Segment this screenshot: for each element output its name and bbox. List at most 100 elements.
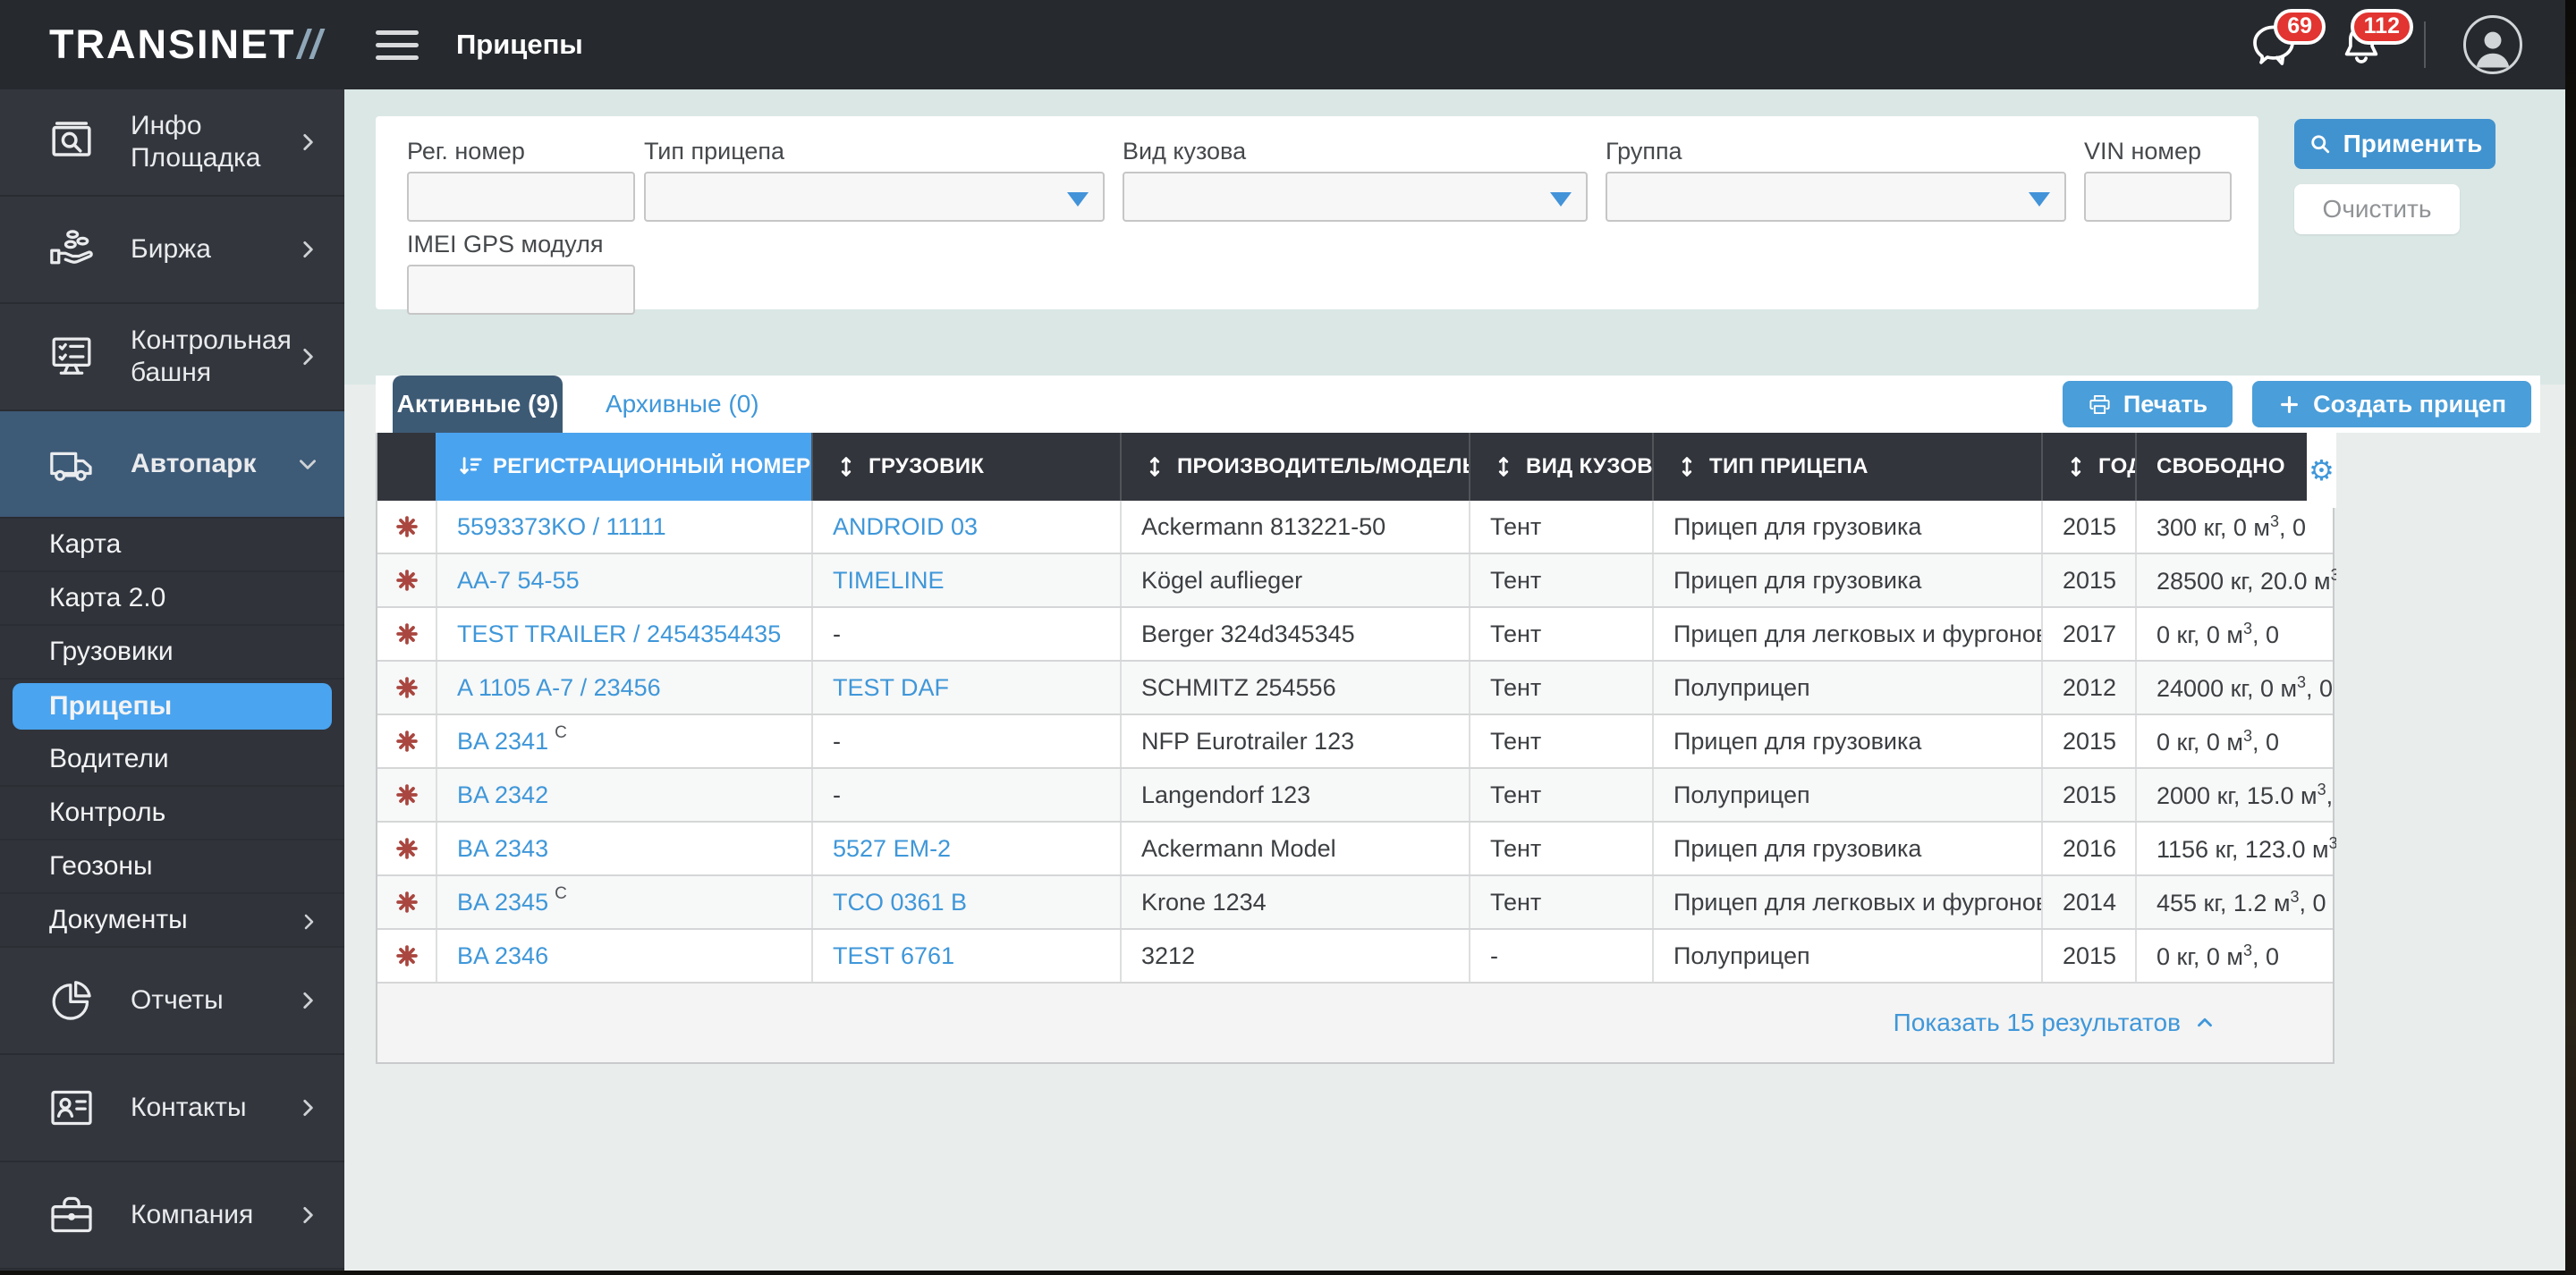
chevron-right-icon — [296, 1203, 319, 1227]
apply-button[interactable]: Применить — [2294, 119, 2496, 169]
registration-number-link[interactable]: BA 2342 — [457, 781, 549, 808]
truck-link[interactable]: TEST 6761 — [833, 941, 955, 969]
truck-link[interactable]: 5527 EM-2 — [833, 834, 952, 862]
column-header-reg[interactable]: РЕГИСТРАЦИОННЫЙ НОМЕР — [436, 433, 811, 501]
body-type-value: Тент — [1490, 673, 1542, 701]
registration-number-link[interactable]: BA 2343 — [457, 834, 549, 862]
reg-cell: 5593373KO / 11111 — [436, 501, 811, 553]
body-type-value: Тент — [1490, 727, 1542, 755]
trailer-type-select[interactable] — [644, 172, 1105, 222]
trailer-type-value: Прицеп для грузовика — [1674, 727, 1922, 755]
status-cell — [377, 554, 436, 606]
truck-link[interactable]: TCO 0361 B — [833, 888, 968, 916]
sidebar-subitem-documents[interactable]: Документы — [0, 894, 344, 948]
desktop-backdrop — [2565, 0, 2576, 1275]
truck-link[interactable]: ANDROID 03 — [833, 512, 979, 540]
registration-number-link[interactable]: AA-7 54-55 — [457, 566, 580, 594]
maker-cell: NFP Eurotrailer 123 — [1120, 715, 1469, 767]
reg-cell: AA-7 54-55 — [436, 554, 811, 606]
body-type-cell: Тент — [1469, 608, 1652, 660]
truck-link[interactable]: TEST DAF — [833, 673, 950, 701]
year-cell: 2014 — [2041, 876, 2135, 928]
sidebar-subitem-map-2-0[interactable]: Карта 2.0 — [0, 572, 344, 626]
cubic-superscript: 3 — [2270, 511, 2280, 530]
column-header-free[interactable]: СВОБОДНО — [2135, 433, 2307, 501]
sidebar-subitem-control[interactable]: Контроль — [0, 787, 344, 840]
column-header-type[interactable]: ТИП ПРИЦЕПА — [1652, 433, 2041, 501]
topbar-right: 69 112 — [2249, 9, 2565, 74]
registration-number-link[interactable]: BA 2345 — [457, 888, 549, 916]
trailer-type-value: Прицеп для грузовика — [1674, 834, 1922, 862]
year-cell: 2015 — [2041, 715, 2135, 767]
sidebar-item-info-board[interactable]: Инфо Площадка — [0, 89, 344, 197]
filter-panel: Рег. номер Тип прицепа Вид кузова Группа VIN… — [376, 116, 2258, 315]
free-capacity-value: 28500 кг, 20.0 м3, 0 — [2157, 566, 2336, 595]
chevron-up-icon — [2198, 1017, 2212, 1027]
registration-number-link[interactable]: 5593373KO / 11111 — [457, 512, 666, 540]
trailer-type-cell: Прицеп для грузовика — [1652, 823, 2041, 874]
filter-actions: Применить Очистить — [2294, 119, 2496, 234]
body-type-select[interactable] — [1123, 172, 1588, 222]
sidebar-item-fleet[interactable]: Автопарк — [0, 411, 344, 519]
sidebar-subitem-geozones[interactable]: Геозоны — [0, 840, 344, 894]
print-button[interactable]: Печать — [2062, 381, 2233, 427]
column-header-truck[interactable]: ГРУЗОВИК — [811, 433, 1120, 501]
notifications-bell-icon[interactable]: 112 — [2336, 9, 2413, 70]
imei-gps-input[interactable] — [407, 265, 635, 315]
body-type-value: - — [1490, 941, 1498, 969]
sidebar-subitem-map[interactable]: Карта — [0, 519, 344, 572]
table-zone: Активные (9) Архивные (0) Печать Создать… — [376, 376, 2540, 1064]
hand-coins-icon — [47, 224, 97, 274]
vin-number-input[interactable] — [2084, 172, 2232, 222]
truck-icon — [47, 439, 97, 489]
table-toolbar: Активные (9) Архивные (0) Печать Создать… — [376, 376, 2540, 433]
apply-button-label: Применить — [2343, 130, 2483, 157]
registration-number-link[interactable]: BA 2346 — [457, 941, 549, 969]
reg-number-input[interactable] — [407, 172, 635, 222]
trailer-type-cell: Прицеп для легковых и фургонов — [1652, 876, 2041, 928]
tab-active-trailers[interactable]: Активные (9) — [393, 376, 563, 433]
column-header-year[interactable]: ГОД — [2041, 433, 2135, 501]
chevron-right-icon — [298, 909, 319, 931]
create-trailer-button[interactable]: Создать прицеп — [2252, 381, 2531, 427]
sidebar-item-label: Биржа — [131, 234, 211, 264]
sidebar-item-exchange[interactable]: Биржа — [0, 197, 344, 304]
column-header-maker[interactable]: ПРОИЗВОДИТЕЛЬ/МОДЕЛЬ — [1120, 433, 1469, 501]
trailer-type-value: Полуприцеп — [1674, 941, 1810, 969]
clear-button[interactable]: Очистить — [2294, 184, 2460, 234]
user-avatar[interactable] — [2463, 15, 2522, 74]
registration-number-link[interactable]: BA 2341 — [457, 727, 549, 755]
sort-both-icon — [2063, 453, 2089, 480]
filter-label: Группа — [1606, 138, 1682, 165]
reg-cell: BA 2343 — [436, 823, 811, 874]
column-header-label: ГРУЗОВИК — [869, 454, 985, 478]
chat-icon[interactable]: 69 — [2249, 9, 2326, 70]
column-settings-gear-icon[interactable]: ⚙ — [2307, 433, 2336, 508]
sidebar-subitem-drivers[interactable]: Водители — [0, 733, 344, 787]
column-header-body[interactable]: ВИД КУЗОВА — [1469, 433, 1652, 501]
sidebar-item-contacts[interactable]: Контакты — [0, 1055, 344, 1162]
trailer-type-cell: Прицеп для грузовика — [1652, 554, 2041, 606]
tab-archived-trailers[interactable]: Архивные (0) — [606, 376, 759, 433]
trailer-type-cell: Полуприцеп — [1652, 930, 2041, 982]
maker-cell: Kögel auflieger — [1120, 554, 1469, 606]
sidebar-item-reports[interactable]: Отчеты — [0, 948, 344, 1055]
status-asterisk-icon — [394, 782, 419, 807]
sidebar-subitem-trailers[interactable]: Прицепы — [0, 680, 344, 733]
truck-link[interactable]: TIMELINE — [833, 566, 945, 594]
registration-number-link[interactable]: TEST TRAILER / 2454354435 — [457, 620, 782, 647]
trailer-type-value: Прицеп для грузовика — [1674, 512, 1922, 540]
sidebar-item-control-tower[interactable]: Контрольная башня — [0, 304, 344, 411]
hamburger-menu-icon[interactable] — [376, 30, 419, 60]
column-header-label: СВОБОДНО — [2157, 454, 2285, 478]
trailer-type-value: Полуприцеп — [1674, 673, 1810, 701]
registration-number-link[interactable]: A 1105 A-7 / 23456 — [457, 673, 661, 701]
show-results-link[interactable]: Показать 15 результатов — [1894, 1009, 2216, 1037]
free-capacity-cell: 0 кг, 0 м3, 0 — [2135, 608, 2336, 660]
sidebar-subitem-trucks[interactable]: Грузовики — [0, 626, 344, 680]
sidebar-item-company[interactable]: Компания — [0, 1162, 344, 1270]
group-select[interactable] — [1606, 172, 2066, 222]
chevron-right-icon — [296, 238, 319, 261]
table-body: 5593373KO / 11111 ANDROID 03 Ackermann 813… — [377, 501, 2336, 984]
filter-field-trailer-type: Тип прицепа — [644, 138, 1105, 222]
